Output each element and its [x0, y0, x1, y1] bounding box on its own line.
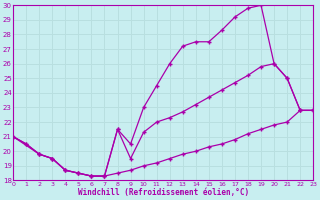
X-axis label: Windchill (Refroidissement éolien,°C): Windchill (Refroidissement éolien,°C) [78, 188, 249, 197]
